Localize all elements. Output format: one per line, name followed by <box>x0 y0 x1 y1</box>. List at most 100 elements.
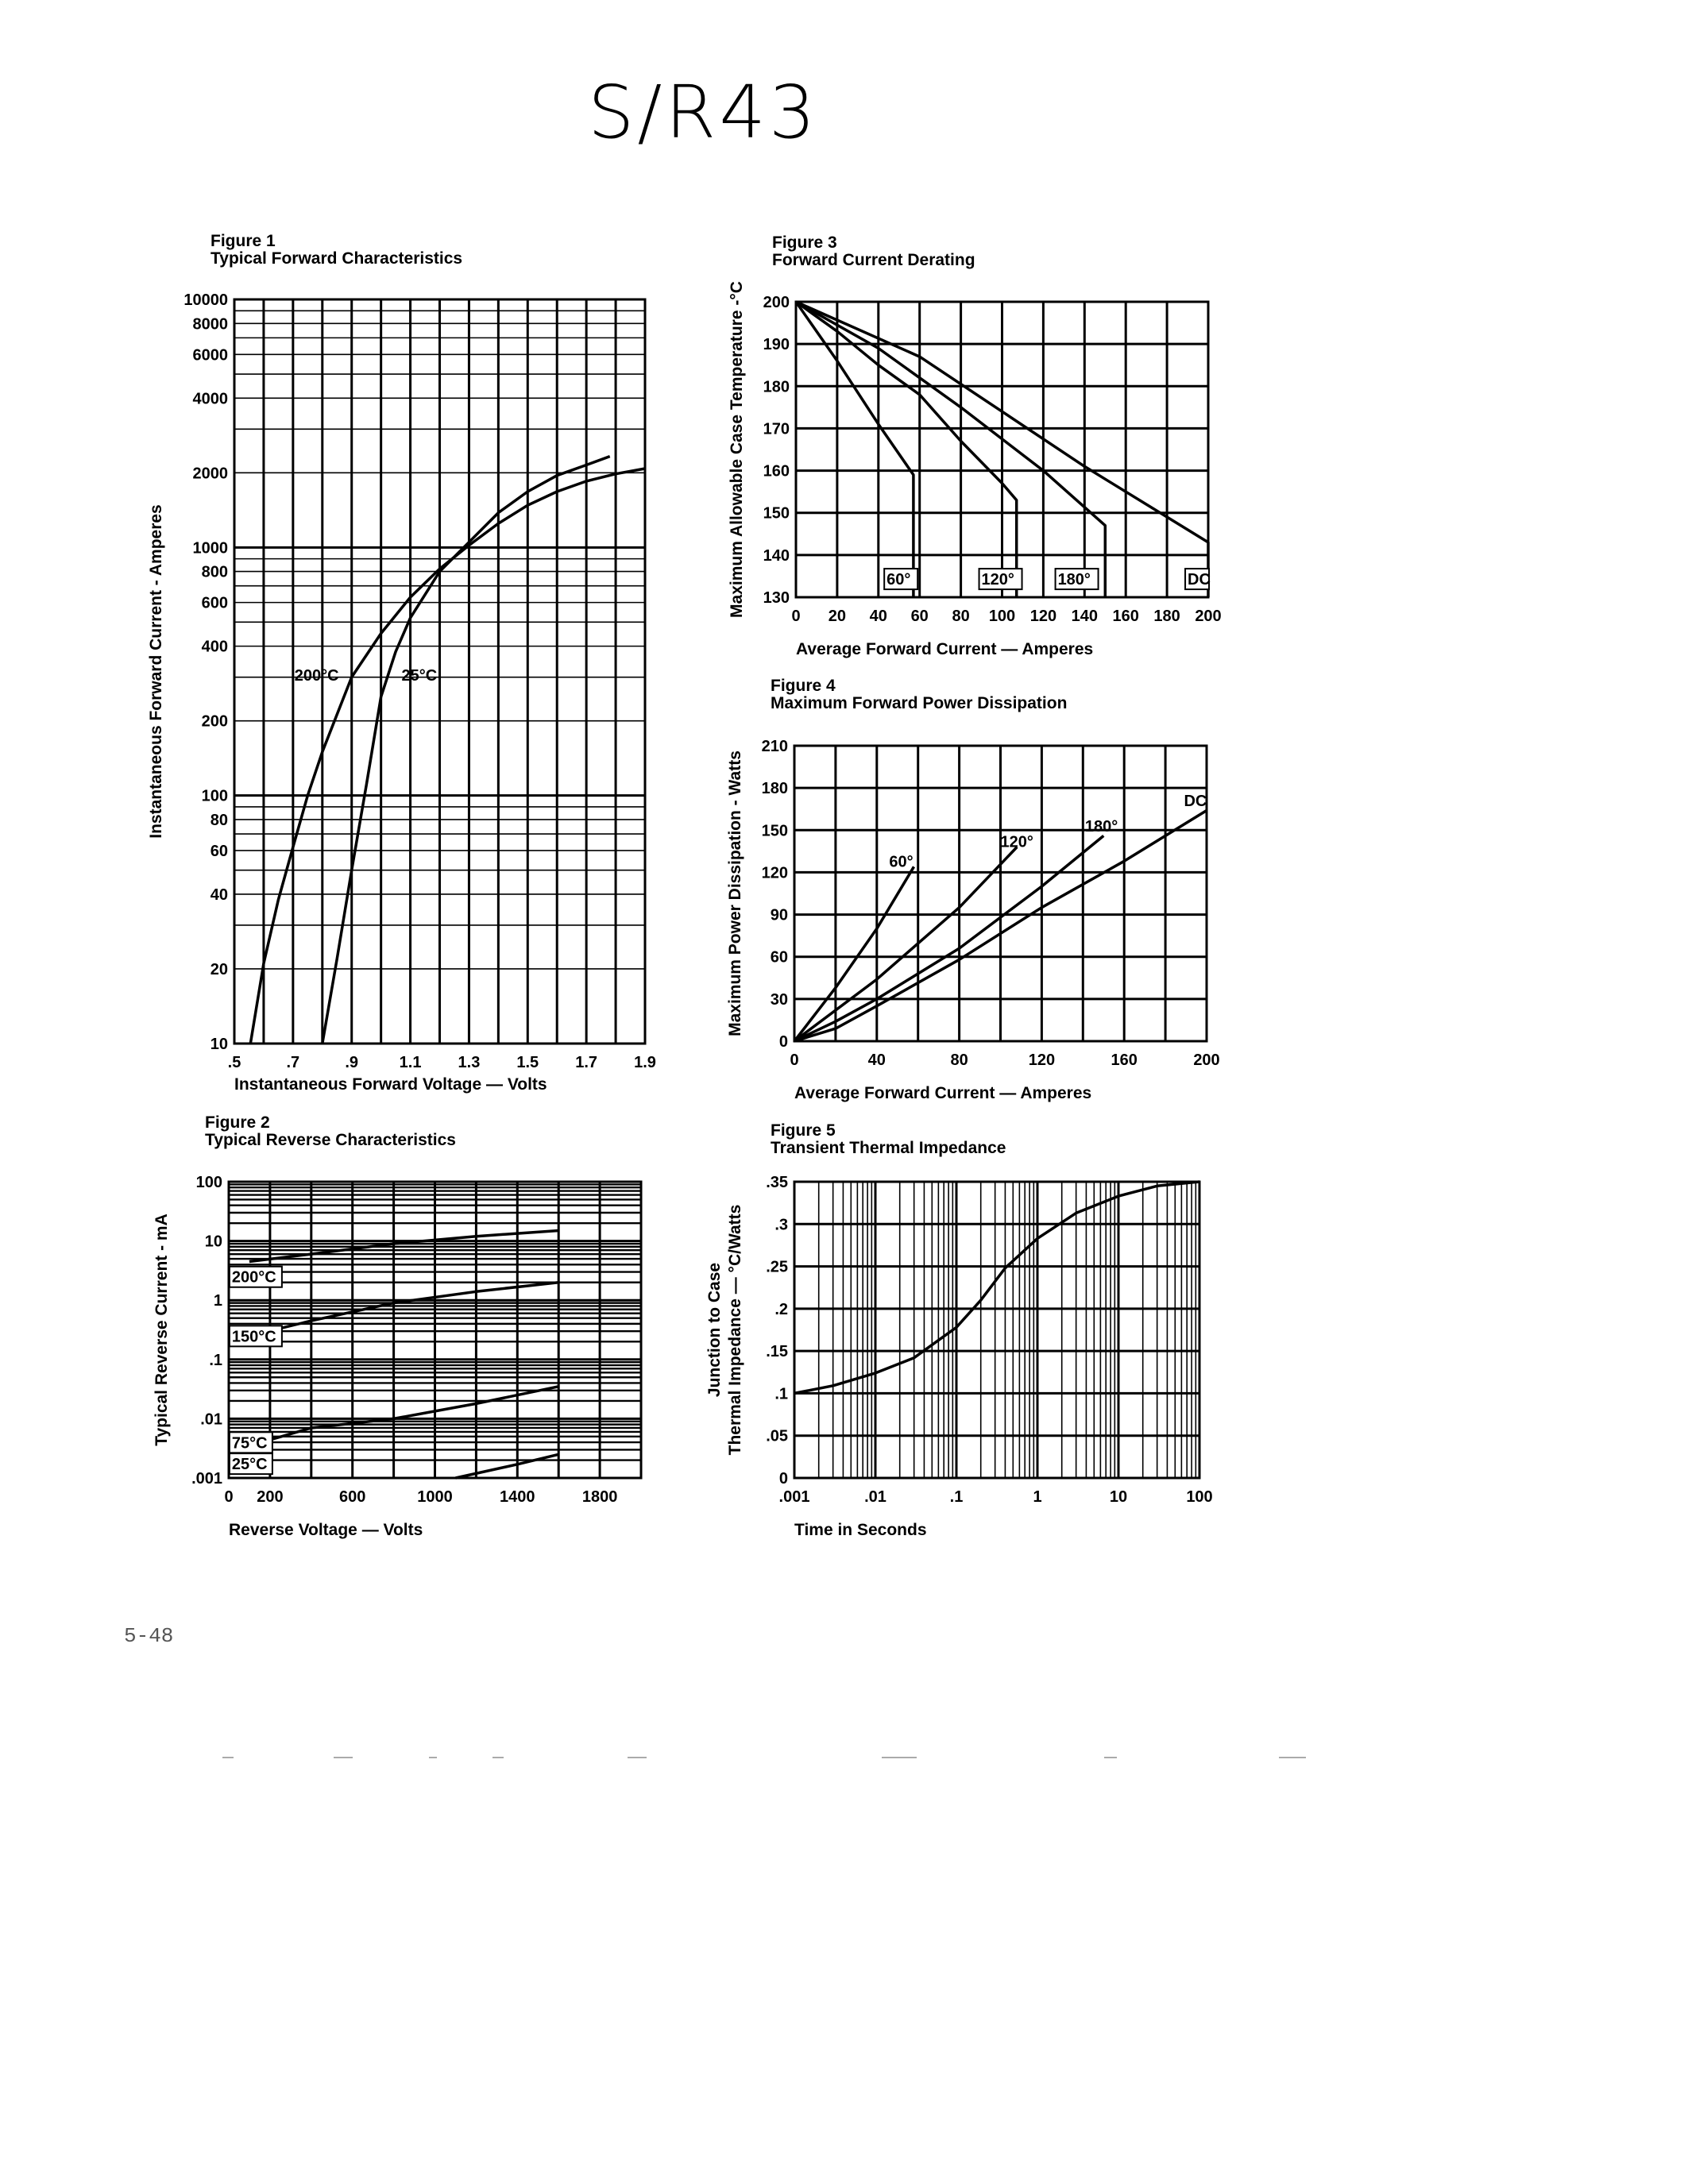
x-tick-label: 1.3 <box>458 1054 481 1071</box>
chart-title: Transient Thermal Impedance <box>771 1139 1006 1157</box>
series-line-180 <box>794 835 1105 1043</box>
x-tick-label: 80 <box>950 1051 968 1069</box>
y-tick-label: 120 <box>762 864 788 882</box>
plot-frame <box>793 744 1208 1043</box>
curve-label: DC <box>1188 571 1211 588</box>
y-tick-label: 6000 <box>193 346 229 364</box>
series-line-120 <box>793 846 1018 1043</box>
annotation-box <box>883 568 919 591</box>
x-tick-label: 600 <box>339 1488 365 1506</box>
x-tick-label: 1.1 <box>400 1054 422 1071</box>
y-tick-label: 180 <box>762 780 788 797</box>
figure-number: Figure 4 <box>771 677 836 695</box>
x-tick-label: .5 <box>228 1054 241 1071</box>
x-axis-label: Average Forward Current — Amperes <box>794 1084 1091 1102</box>
y-tick-label: 150 <box>762 822 788 839</box>
x-tick-label: 0 <box>791 608 800 625</box>
series-line-DC <box>794 809 1207 1043</box>
x-tick-label: .9 <box>345 1054 358 1071</box>
x-tick-label: 1000 <box>417 1488 453 1506</box>
curve-label: DC <box>1184 793 1207 810</box>
x-tick-label: 60 <box>911 608 929 625</box>
curve-label: 120° <box>982 571 1014 588</box>
x-tick-label: 200 <box>1193 1051 1219 1069</box>
curve-label: 180° <box>1058 571 1091 588</box>
curve-label: 200°C <box>232 1269 276 1287</box>
y-tick-label: 180 <box>763 378 790 396</box>
plot-frame <box>793 1180 1201 1480</box>
x-tick-label: 40 <box>868 1051 886 1069</box>
x-axis-label: Average Forward Current — Amperes <box>796 640 1093 658</box>
y-tick-label: .15 <box>766 1343 788 1360</box>
y-tick-label: .05 <box>766 1428 788 1445</box>
x-tick-label: 0 <box>224 1488 233 1506</box>
curve-label: 150°C <box>232 1328 276 1345</box>
series-line-60 <box>794 300 915 597</box>
curve-label: 75°C <box>232 1434 268 1452</box>
y-tick-label: 100 <box>196 1174 222 1191</box>
x-tick-label: 1.9 <box>634 1054 656 1071</box>
y-axis-label: Typical Reverse Current - mA <box>153 1214 171 1446</box>
y-tick-label: 2000 <box>193 465 229 482</box>
series-line-Zthjc <box>794 1180 1200 1395</box>
y-tick-label: .01 <box>200 1410 222 1428</box>
x-tick-label: 0 <box>790 1051 798 1069</box>
annotation-box <box>228 1453 273 1476</box>
series-line-25C <box>321 454 611 1044</box>
y-tick-label: 30 <box>771 991 788 1009</box>
y-tick-label: 200 <box>763 294 790 311</box>
y-tick-label: .2 <box>774 1301 788 1318</box>
x-tick-label: 180 <box>1153 608 1180 625</box>
y-tick-label: 90 <box>771 907 788 924</box>
y-tick-label: 60 <box>771 949 788 967</box>
x-tick-label: .001 <box>779 1488 810 1506</box>
y-tick-label: 8000 <box>193 315 229 333</box>
x-tick-label: 20 <box>829 608 846 625</box>
page-number: 5-48 <box>124 1624 174 1648</box>
curve-label: 25°C <box>401 667 437 685</box>
x-axis-label: Time in Seconds <box>794 1521 927 1539</box>
y-axis-label: Instantaneous Forward Current - Amperes <box>147 504 165 838</box>
series-line-180 <box>795 300 1107 597</box>
y-tick-label: .1 <box>774 1385 788 1403</box>
series-line-120 <box>794 300 1018 597</box>
x-tick-label: 40 <box>870 608 887 625</box>
y-tick-label: 190 <box>763 336 790 353</box>
series-line-DC <box>795 300 1210 597</box>
y-tick-label: 170 <box>763 420 790 438</box>
series-line-75C <box>249 1385 559 1448</box>
y-tick-label: 140 <box>763 547 790 565</box>
plot-frame <box>233 298 647 1045</box>
x-tick-label: 100 <box>1186 1488 1212 1506</box>
curve-label: 60° <box>889 853 913 870</box>
y-tick-label: .001 <box>191 1470 222 1488</box>
figure-number: Figure 2 <box>205 1113 270 1132</box>
x-tick-label: .7 <box>287 1054 300 1071</box>
curve-label: 180° <box>1085 818 1118 835</box>
y-tick-label: 200 <box>202 713 228 731</box>
curve-label: 60° <box>886 571 910 588</box>
y-tick-label: 10 <box>205 1233 222 1251</box>
y-tick-label: 10 <box>211 1036 228 1053</box>
y-tick-label: 160 <box>763 463 790 480</box>
series-line-60 <box>793 866 916 1043</box>
x-tick-label: 1800 <box>582 1488 618 1506</box>
page-title: S/R43 <box>588 70 819 155</box>
y-tick-label: 150 <box>763 505 790 523</box>
x-tick-label: 1 <box>1033 1488 1041 1506</box>
y-tick-label: 0 <box>779 1470 788 1488</box>
y-axis-label-secondary: Junction to Case <box>705 1263 724 1397</box>
y-tick-label: 40 <box>211 886 228 904</box>
x-tick-label: .01 <box>864 1488 886 1506</box>
x-tick-label: 80 <box>952 608 969 625</box>
chart-title: Typical Forward Characteristics <box>211 249 462 268</box>
y-tick-label: 4000 <box>193 390 229 407</box>
figure-number: Figure 3 <box>772 233 837 252</box>
y-tick-label: 1 <box>214 1292 222 1310</box>
annotation-box <box>978 568 1023 591</box>
